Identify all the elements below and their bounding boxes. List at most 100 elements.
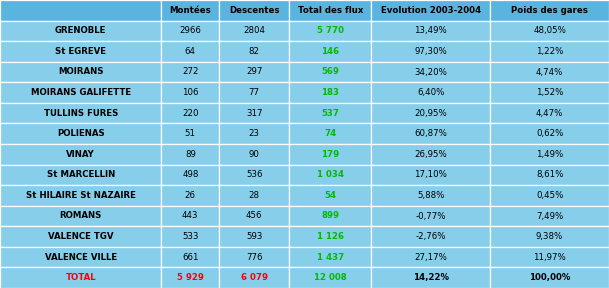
FancyBboxPatch shape bbox=[161, 0, 219, 20]
Text: 456: 456 bbox=[246, 211, 262, 221]
FancyBboxPatch shape bbox=[161, 144, 219, 164]
Text: St HILAIRE St NAZAIRE: St HILAIRE St NAZAIRE bbox=[26, 191, 136, 200]
Text: Poids des gares: Poids des gares bbox=[511, 6, 588, 15]
FancyBboxPatch shape bbox=[161, 41, 219, 62]
Text: 1,52%: 1,52% bbox=[536, 88, 563, 97]
Text: 1 437: 1 437 bbox=[317, 253, 344, 262]
Text: 0,62%: 0,62% bbox=[536, 129, 563, 138]
Text: 60,87%: 60,87% bbox=[415, 129, 447, 138]
Text: 1,22%: 1,22% bbox=[536, 47, 563, 56]
Text: 2966: 2966 bbox=[180, 26, 201, 35]
Text: 1,49%: 1,49% bbox=[536, 150, 563, 159]
FancyBboxPatch shape bbox=[161, 247, 219, 268]
FancyBboxPatch shape bbox=[490, 20, 609, 41]
Text: 220: 220 bbox=[182, 109, 199, 118]
Text: 297: 297 bbox=[246, 67, 262, 77]
FancyBboxPatch shape bbox=[490, 226, 609, 247]
Text: VALENCE TGV: VALENCE TGV bbox=[48, 232, 113, 241]
Text: 34,20%: 34,20% bbox=[415, 67, 447, 77]
FancyBboxPatch shape bbox=[219, 185, 289, 206]
FancyBboxPatch shape bbox=[219, 41, 289, 62]
FancyBboxPatch shape bbox=[289, 62, 371, 82]
FancyBboxPatch shape bbox=[0, 247, 161, 268]
FancyBboxPatch shape bbox=[289, 247, 371, 268]
Text: MOIRANS GALIFETTE: MOIRANS GALIFETTE bbox=[30, 88, 131, 97]
Text: 498: 498 bbox=[182, 170, 199, 179]
FancyBboxPatch shape bbox=[0, 62, 161, 82]
Text: 90: 90 bbox=[249, 150, 259, 159]
Text: 26,95%: 26,95% bbox=[415, 150, 447, 159]
FancyBboxPatch shape bbox=[0, 164, 161, 185]
Text: 82: 82 bbox=[248, 47, 260, 56]
Text: VALENCE VILLE: VALENCE VILLE bbox=[44, 253, 117, 262]
Text: 183: 183 bbox=[322, 88, 339, 97]
FancyBboxPatch shape bbox=[0, 82, 161, 103]
FancyBboxPatch shape bbox=[219, 247, 289, 268]
FancyBboxPatch shape bbox=[490, 144, 609, 164]
Text: 8,61%: 8,61% bbox=[536, 170, 563, 179]
Text: ROMANS: ROMANS bbox=[60, 211, 102, 221]
Text: 9,38%: 9,38% bbox=[536, 232, 563, 241]
Text: 13,49%: 13,49% bbox=[415, 26, 447, 35]
FancyBboxPatch shape bbox=[161, 226, 219, 247]
FancyBboxPatch shape bbox=[0, 20, 161, 41]
FancyBboxPatch shape bbox=[161, 164, 219, 185]
Text: 593: 593 bbox=[246, 232, 262, 241]
FancyBboxPatch shape bbox=[371, 103, 490, 124]
FancyBboxPatch shape bbox=[161, 20, 219, 41]
Text: 661: 661 bbox=[182, 253, 199, 262]
FancyBboxPatch shape bbox=[371, 206, 490, 226]
FancyBboxPatch shape bbox=[490, 103, 609, 124]
FancyBboxPatch shape bbox=[0, 41, 161, 62]
FancyBboxPatch shape bbox=[371, 62, 490, 82]
FancyBboxPatch shape bbox=[0, 185, 161, 206]
Text: 106: 106 bbox=[182, 88, 199, 97]
Text: 7,49%: 7,49% bbox=[536, 211, 563, 221]
Text: 48,05%: 48,05% bbox=[533, 26, 566, 35]
Text: 11,97%: 11,97% bbox=[533, 253, 566, 262]
Text: 74: 74 bbox=[324, 129, 337, 138]
FancyBboxPatch shape bbox=[289, 82, 371, 103]
FancyBboxPatch shape bbox=[490, 62, 609, 82]
FancyBboxPatch shape bbox=[161, 268, 219, 288]
FancyBboxPatch shape bbox=[371, 124, 490, 144]
FancyBboxPatch shape bbox=[371, 82, 490, 103]
FancyBboxPatch shape bbox=[289, 268, 371, 288]
FancyBboxPatch shape bbox=[161, 206, 219, 226]
Text: 1 126: 1 126 bbox=[317, 232, 344, 241]
FancyBboxPatch shape bbox=[490, 268, 609, 288]
Text: 20,95%: 20,95% bbox=[415, 109, 447, 118]
FancyBboxPatch shape bbox=[0, 124, 161, 144]
Text: -0,77%: -0,77% bbox=[415, 211, 446, 221]
Text: 100,00%: 100,00% bbox=[529, 273, 570, 282]
Text: VINAY: VINAY bbox=[66, 150, 95, 159]
Text: 27,17%: 27,17% bbox=[415, 253, 447, 262]
FancyBboxPatch shape bbox=[219, 62, 289, 82]
Text: 17,10%: 17,10% bbox=[415, 170, 447, 179]
FancyBboxPatch shape bbox=[289, 20, 371, 41]
FancyBboxPatch shape bbox=[371, 185, 490, 206]
FancyBboxPatch shape bbox=[490, 0, 609, 20]
Text: GRENOBLE: GRENOBLE bbox=[55, 26, 107, 35]
Text: 146: 146 bbox=[322, 47, 339, 56]
FancyBboxPatch shape bbox=[289, 206, 371, 226]
FancyBboxPatch shape bbox=[490, 247, 609, 268]
FancyBboxPatch shape bbox=[161, 185, 219, 206]
Text: 64: 64 bbox=[185, 47, 196, 56]
FancyBboxPatch shape bbox=[490, 41, 609, 62]
Text: 2804: 2804 bbox=[243, 26, 266, 35]
Text: -2,76%: -2,76% bbox=[415, 232, 446, 241]
Text: 5,88%: 5,88% bbox=[417, 191, 445, 200]
FancyBboxPatch shape bbox=[0, 0, 161, 20]
FancyBboxPatch shape bbox=[371, 247, 490, 268]
FancyBboxPatch shape bbox=[289, 185, 371, 206]
Text: 537: 537 bbox=[322, 109, 339, 118]
Text: 1 034: 1 034 bbox=[317, 170, 344, 179]
Text: 0,45%: 0,45% bbox=[536, 191, 563, 200]
FancyBboxPatch shape bbox=[219, 20, 289, 41]
Text: Descentes: Descentes bbox=[229, 6, 280, 15]
Text: 89: 89 bbox=[185, 150, 195, 159]
Text: 776: 776 bbox=[246, 253, 262, 262]
Text: 569: 569 bbox=[322, 67, 339, 77]
FancyBboxPatch shape bbox=[0, 226, 161, 247]
